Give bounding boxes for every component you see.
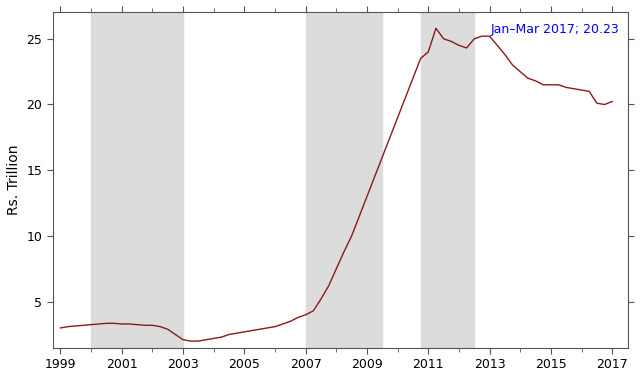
Text: Jan–Mar 2017; 20.23: Jan–Mar 2017; 20.23	[490, 23, 619, 36]
Bar	[306, 12, 382, 348]
Bar	[91, 12, 183, 348]
Bar	[420, 12, 474, 348]
Y-axis label: Rs. Trillion: Rs. Trillion	[7, 145, 21, 215]
